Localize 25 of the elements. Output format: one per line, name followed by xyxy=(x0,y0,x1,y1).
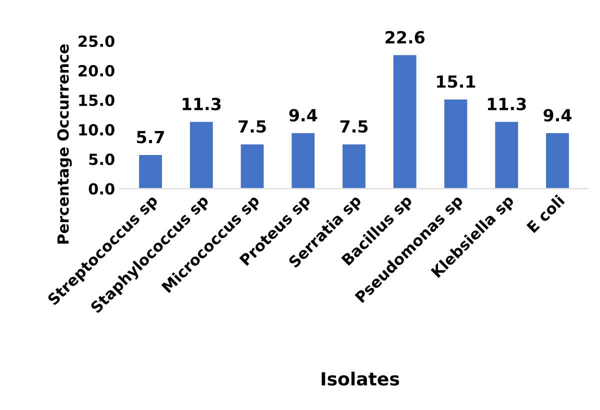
data-label: 11.3 xyxy=(488,98,526,110)
bar xyxy=(495,122,518,189)
data-label: 5.7 xyxy=(137,130,164,144)
bar xyxy=(139,154,162,189)
bar xyxy=(240,144,264,189)
data-label: 9.4 xyxy=(289,108,318,122)
bar xyxy=(546,133,569,189)
bar xyxy=(444,99,468,189)
bar xyxy=(292,133,315,189)
data-label: 7.5 xyxy=(340,120,368,133)
data-label: 15.1 xyxy=(437,76,476,88)
data-label: 11.3 xyxy=(182,98,221,110)
data-label: 7.5 xyxy=(238,120,266,133)
y-tick-label: 0.0 xyxy=(88,183,114,195)
x-axis-title: Isolates xyxy=(322,372,400,386)
data-label: 9.4 xyxy=(544,108,572,122)
bar xyxy=(393,55,416,189)
y-tick-label: 25.0 xyxy=(78,35,114,48)
y-tick-label: 5.0 xyxy=(89,154,114,166)
bar xyxy=(190,122,213,189)
y-tick-label: 15.0 xyxy=(79,94,114,106)
data-label: 22.6 xyxy=(386,31,425,44)
y-tick-label: 20.0 xyxy=(78,64,114,77)
y-tick-label: 10.0 xyxy=(79,124,114,136)
bar xyxy=(342,144,366,189)
